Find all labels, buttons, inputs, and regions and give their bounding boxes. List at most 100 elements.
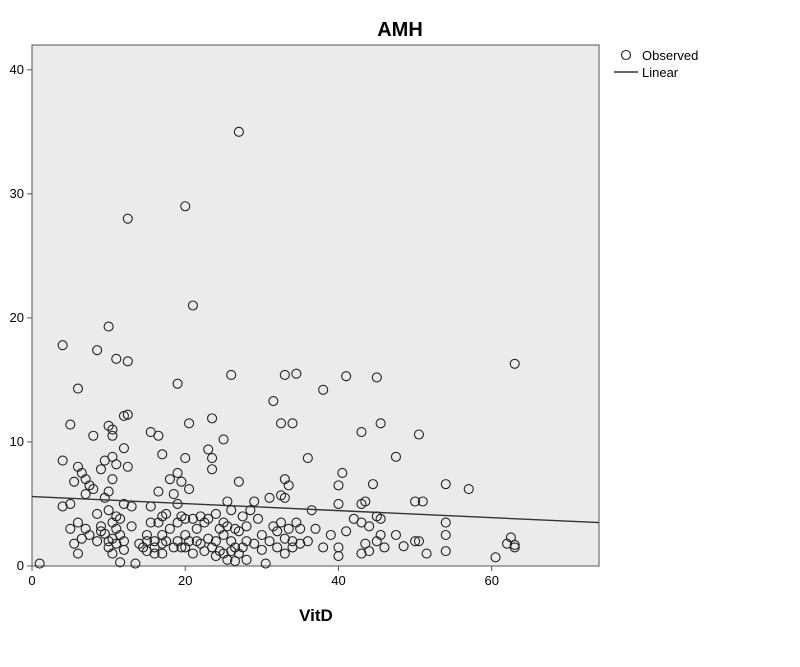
data-point <box>375 529 386 541</box>
y-axis: 0 10 20 30 40 <box>10 62 32 573</box>
data-point <box>161 508 172 519</box>
data-point <box>69 476 80 487</box>
data-point <box>157 548 168 559</box>
data-point <box>122 356 133 367</box>
data-point <box>390 529 402 541</box>
data-point <box>180 453 191 464</box>
data-point <box>72 517 84 528</box>
data-point <box>207 453 218 464</box>
data-point <box>241 554 252 565</box>
data-point <box>264 492 275 503</box>
data-point <box>203 444 214 455</box>
data-point <box>65 419 76 430</box>
data-point <box>279 533 290 544</box>
data-point <box>509 358 520 369</box>
data-point <box>88 484 99 495</box>
data-point <box>279 548 290 559</box>
data-point <box>122 409 133 420</box>
y-tick-label: 0 <box>17 558 24 573</box>
data-point <box>237 511 248 522</box>
data-point <box>88 430 99 441</box>
data-point <box>153 430 164 441</box>
data-point <box>302 536 313 547</box>
data-point <box>111 538 122 549</box>
data-point <box>440 529 451 541</box>
data-point <box>111 353 122 364</box>
data-point <box>279 492 290 503</box>
data-point <box>199 517 210 528</box>
data-point <box>57 501 68 512</box>
data-point <box>210 508 221 519</box>
data-point <box>341 371 352 382</box>
data-point <box>302 453 313 464</box>
data-point <box>92 536 103 547</box>
data-point <box>364 546 375 557</box>
data-point <box>318 384 329 395</box>
data-point <box>226 369 237 381</box>
data-point <box>65 523 76 534</box>
data-point <box>176 476 187 487</box>
data-point <box>172 467 183 479</box>
data-point <box>187 548 198 559</box>
y-tick-label: 40 <box>10 62 24 77</box>
data-point <box>122 461 133 472</box>
data-point <box>107 430 118 441</box>
data-point <box>111 459 122 470</box>
data-point <box>118 498 129 510</box>
data-point <box>134 538 145 549</box>
data-point <box>367 479 379 490</box>
chart-title: AMH <box>377 19 423 41</box>
data-point <box>417 496 428 507</box>
data-point <box>103 420 114 431</box>
data-point <box>275 418 287 429</box>
y-tick-label: 10 <box>10 434 24 449</box>
data-point <box>69 538 80 549</box>
data-point <box>252 513 264 524</box>
data-point <box>287 536 298 547</box>
data-point <box>295 538 306 549</box>
data-point <box>233 126 244 137</box>
data-point <box>283 523 294 534</box>
data-point <box>440 546 451 557</box>
data-point <box>187 300 198 311</box>
data-point <box>318 542 329 553</box>
data-point <box>72 548 84 559</box>
data-point <box>218 529 229 541</box>
data-point <box>203 513 214 524</box>
data-point <box>34 558 45 569</box>
data-point <box>84 480 95 491</box>
data-point <box>103 505 114 516</box>
data-point <box>410 536 421 547</box>
data-point <box>207 464 218 475</box>
data-point <box>65 498 76 510</box>
data-point <box>249 496 260 507</box>
plot-area <box>31 44 600 567</box>
data-point <box>126 501 137 512</box>
data-point <box>364 521 375 532</box>
data-point <box>421 548 432 559</box>
data-point <box>107 548 118 559</box>
data-point <box>172 378 183 389</box>
data-point <box>333 480 344 491</box>
data-point <box>149 536 160 547</box>
data-point <box>233 526 244 537</box>
data-point <box>233 476 244 487</box>
data-point <box>410 496 421 507</box>
data-point <box>161 536 172 547</box>
data-point <box>275 517 287 528</box>
data-point <box>241 536 252 547</box>
x-axis: 0 20 40 60 <box>28 566 499 588</box>
data-point <box>379 542 390 553</box>
data-point <box>356 426 367 438</box>
data-point <box>72 383 84 394</box>
data-point <box>325 529 336 541</box>
data-point <box>440 479 451 490</box>
data-point <box>264 536 275 547</box>
data-point <box>509 542 520 553</box>
data-point <box>184 484 195 495</box>
data-point <box>207 413 218 424</box>
data-point <box>337 467 348 479</box>
y-tick-label: 30 <box>10 186 24 201</box>
data-point <box>222 554 233 565</box>
